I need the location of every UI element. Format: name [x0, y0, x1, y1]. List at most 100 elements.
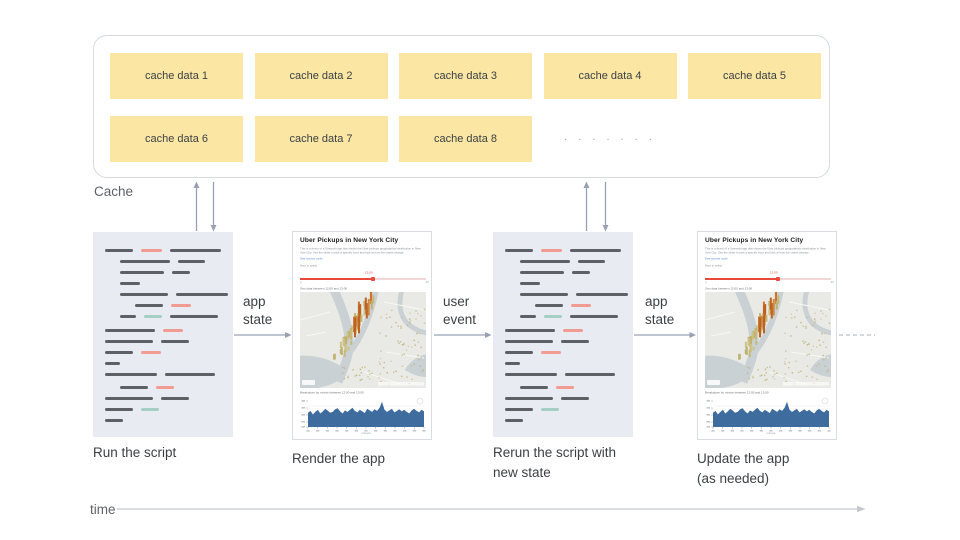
- script-panel-1: [93, 232, 233, 437]
- code-line: [556, 386, 574, 389]
- code-line: [571, 304, 591, 307]
- cache-write-arrow-2: [602, 182, 609, 232]
- code-line: [170, 315, 218, 318]
- cache-more-ellipsis: · · · · · · ·: [564, 133, 656, 145]
- code-line: [505, 249, 533, 252]
- code-line: [120, 260, 170, 263]
- caption-update-app: Update the app (as needed): [697, 451, 790, 486]
- code-line: [165, 373, 215, 376]
- code-line: [141, 249, 162, 252]
- code-line: [505, 329, 555, 332]
- code-line: [170, 249, 221, 252]
- code-line: [120, 315, 136, 318]
- code-line: [105, 362, 120, 365]
- user-event-arrow: [434, 332, 492, 338]
- cache-item: cache data 6: [110, 116, 243, 162]
- geo-chart-caption: Geo data between 12:00 and 13:00: [300, 287, 348, 291]
- source-code-link: See source code: [300, 257, 323, 261]
- code-line: [120, 293, 168, 296]
- code-line: [535, 304, 563, 307]
- app-state-arrow-2: [634, 332, 696, 338]
- cache-container: cache data 1 cache data 2 cache data 3 cach…: [93, 35, 830, 178]
- code-line: [565, 373, 615, 376]
- slider-max-label: 23: [425, 280, 429, 284]
- app-description: This is a demo of a Streamlit app that s…: [705, 246, 826, 255]
- code-line: [563, 329, 583, 332]
- cache-item: cache data 2: [254, 53, 388, 99]
- cache-write-arrow-1: [210, 182, 217, 232]
- code-line: [544, 315, 562, 318]
- code-line: [105, 329, 155, 332]
- code-line: [105, 249, 133, 252]
- code-line: [541, 408, 559, 411]
- code-line: [520, 315, 536, 318]
- cache-item: cache data 5: [688, 53, 821, 99]
- slider-value: 12:00: [770, 271, 778, 274]
- code-line: [570, 249, 621, 252]
- code-line: [572, 271, 590, 274]
- slider-max-label: 23: [830, 280, 834, 284]
- app-title: Uber Pickups in New York City: [300, 237, 399, 244]
- app-title: Uber Pickups in New York City: [705, 237, 804, 244]
- script-panel-2: [493, 232, 633, 437]
- code-line: [505, 397, 553, 400]
- code-line: [105, 373, 157, 376]
- slider-handle: [370, 276, 376, 281]
- code-line: [105, 397, 153, 400]
- code-line: [520, 293, 568, 296]
- histogram-caption: Breakdown by minute between 12:00 and 13…: [705, 391, 769, 394]
- svg-text:minute: minute: [361, 431, 370, 434]
- slider-min-label: 0: [705, 280, 707, 284]
- app-description: This is a demo of a Streamlit app that s…: [300, 246, 421, 255]
- code-line: [144, 315, 162, 318]
- cache-item: cache data 7: [254, 116, 388, 162]
- code-line: [520, 260, 570, 263]
- code-line: [105, 340, 153, 343]
- geo-map-chart: [703, 286, 833, 389]
- code-line: [505, 373, 557, 376]
- slider-label: Hour to select: [300, 264, 318, 268]
- code-line: [120, 386, 148, 389]
- code-line: [505, 408, 533, 411]
- geo-map-chart: [298, 286, 428, 389]
- svg-text:minute: minute: [766, 431, 775, 434]
- code-line: [156, 386, 174, 389]
- code-line: [176, 293, 228, 296]
- time-axis-arrow: [117, 505, 866, 513]
- code-line: [576, 293, 628, 296]
- code-line: [505, 340, 553, 343]
- app-screenshot-2: Uber Pickups in New York City This is a …: [697, 231, 837, 440]
- cache-row-2: cache data 6 cache data 7 cache data 8 · · …: [110, 116, 677, 162]
- source-code-link: See source code: [705, 257, 728, 261]
- cache-item: cache data 3: [399, 53, 532, 99]
- cache-item: cache data 4: [543, 53, 677, 99]
- hour-slider: [300, 276, 426, 281]
- code-line: [105, 419, 123, 422]
- code-line: [541, 351, 561, 354]
- code-line: [171, 304, 191, 307]
- code-line: [161, 397, 189, 400]
- arrow-label-app-state-1: app state: [243, 294, 273, 328]
- app-screenshot-1: Uber Pickups in New York City This is a …: [292, 231, 432, 440]
- code-line: [135, 304, 163, 307]
- pickup-histogram: minute: [705, 396, 831, 435]
- code-line: [505, 362, 520, 365]
- code-line: [163, 329, 183, 332]
- caption-render-app: Render the app: [292, 451, 386, 466]
- code-line: [120, 271, 164, 274]
- code-line: [161, 340, 189, 343]
- code-line: [520, 386, 548, 389]
- code-line: [578, 260, 605, 263]
- cache-label: Cache: [94, 184, 134, 199]
- caption-run-script: Run the script: [93, 445, 177, 460]
- slider-fill: [705, 278, 779, 280]
- cache-read-arrow-1: [193, 181, 200, 231]
- code-line: [541, 249, 562, 252]
- slider-value: 12:00: [365, 271, 373, 274]
- code-line: [178, 260, 205, 263]
- histogram-caption: Breakdown by minute between 12:00 and 13…: [300, 391, 364, 394]
- cache-item: cache data 1: [110, 53, 243, 99]
- code-line: [570, 315, 618, 318]
- slider-handle: [775, 276, 781, 281]
